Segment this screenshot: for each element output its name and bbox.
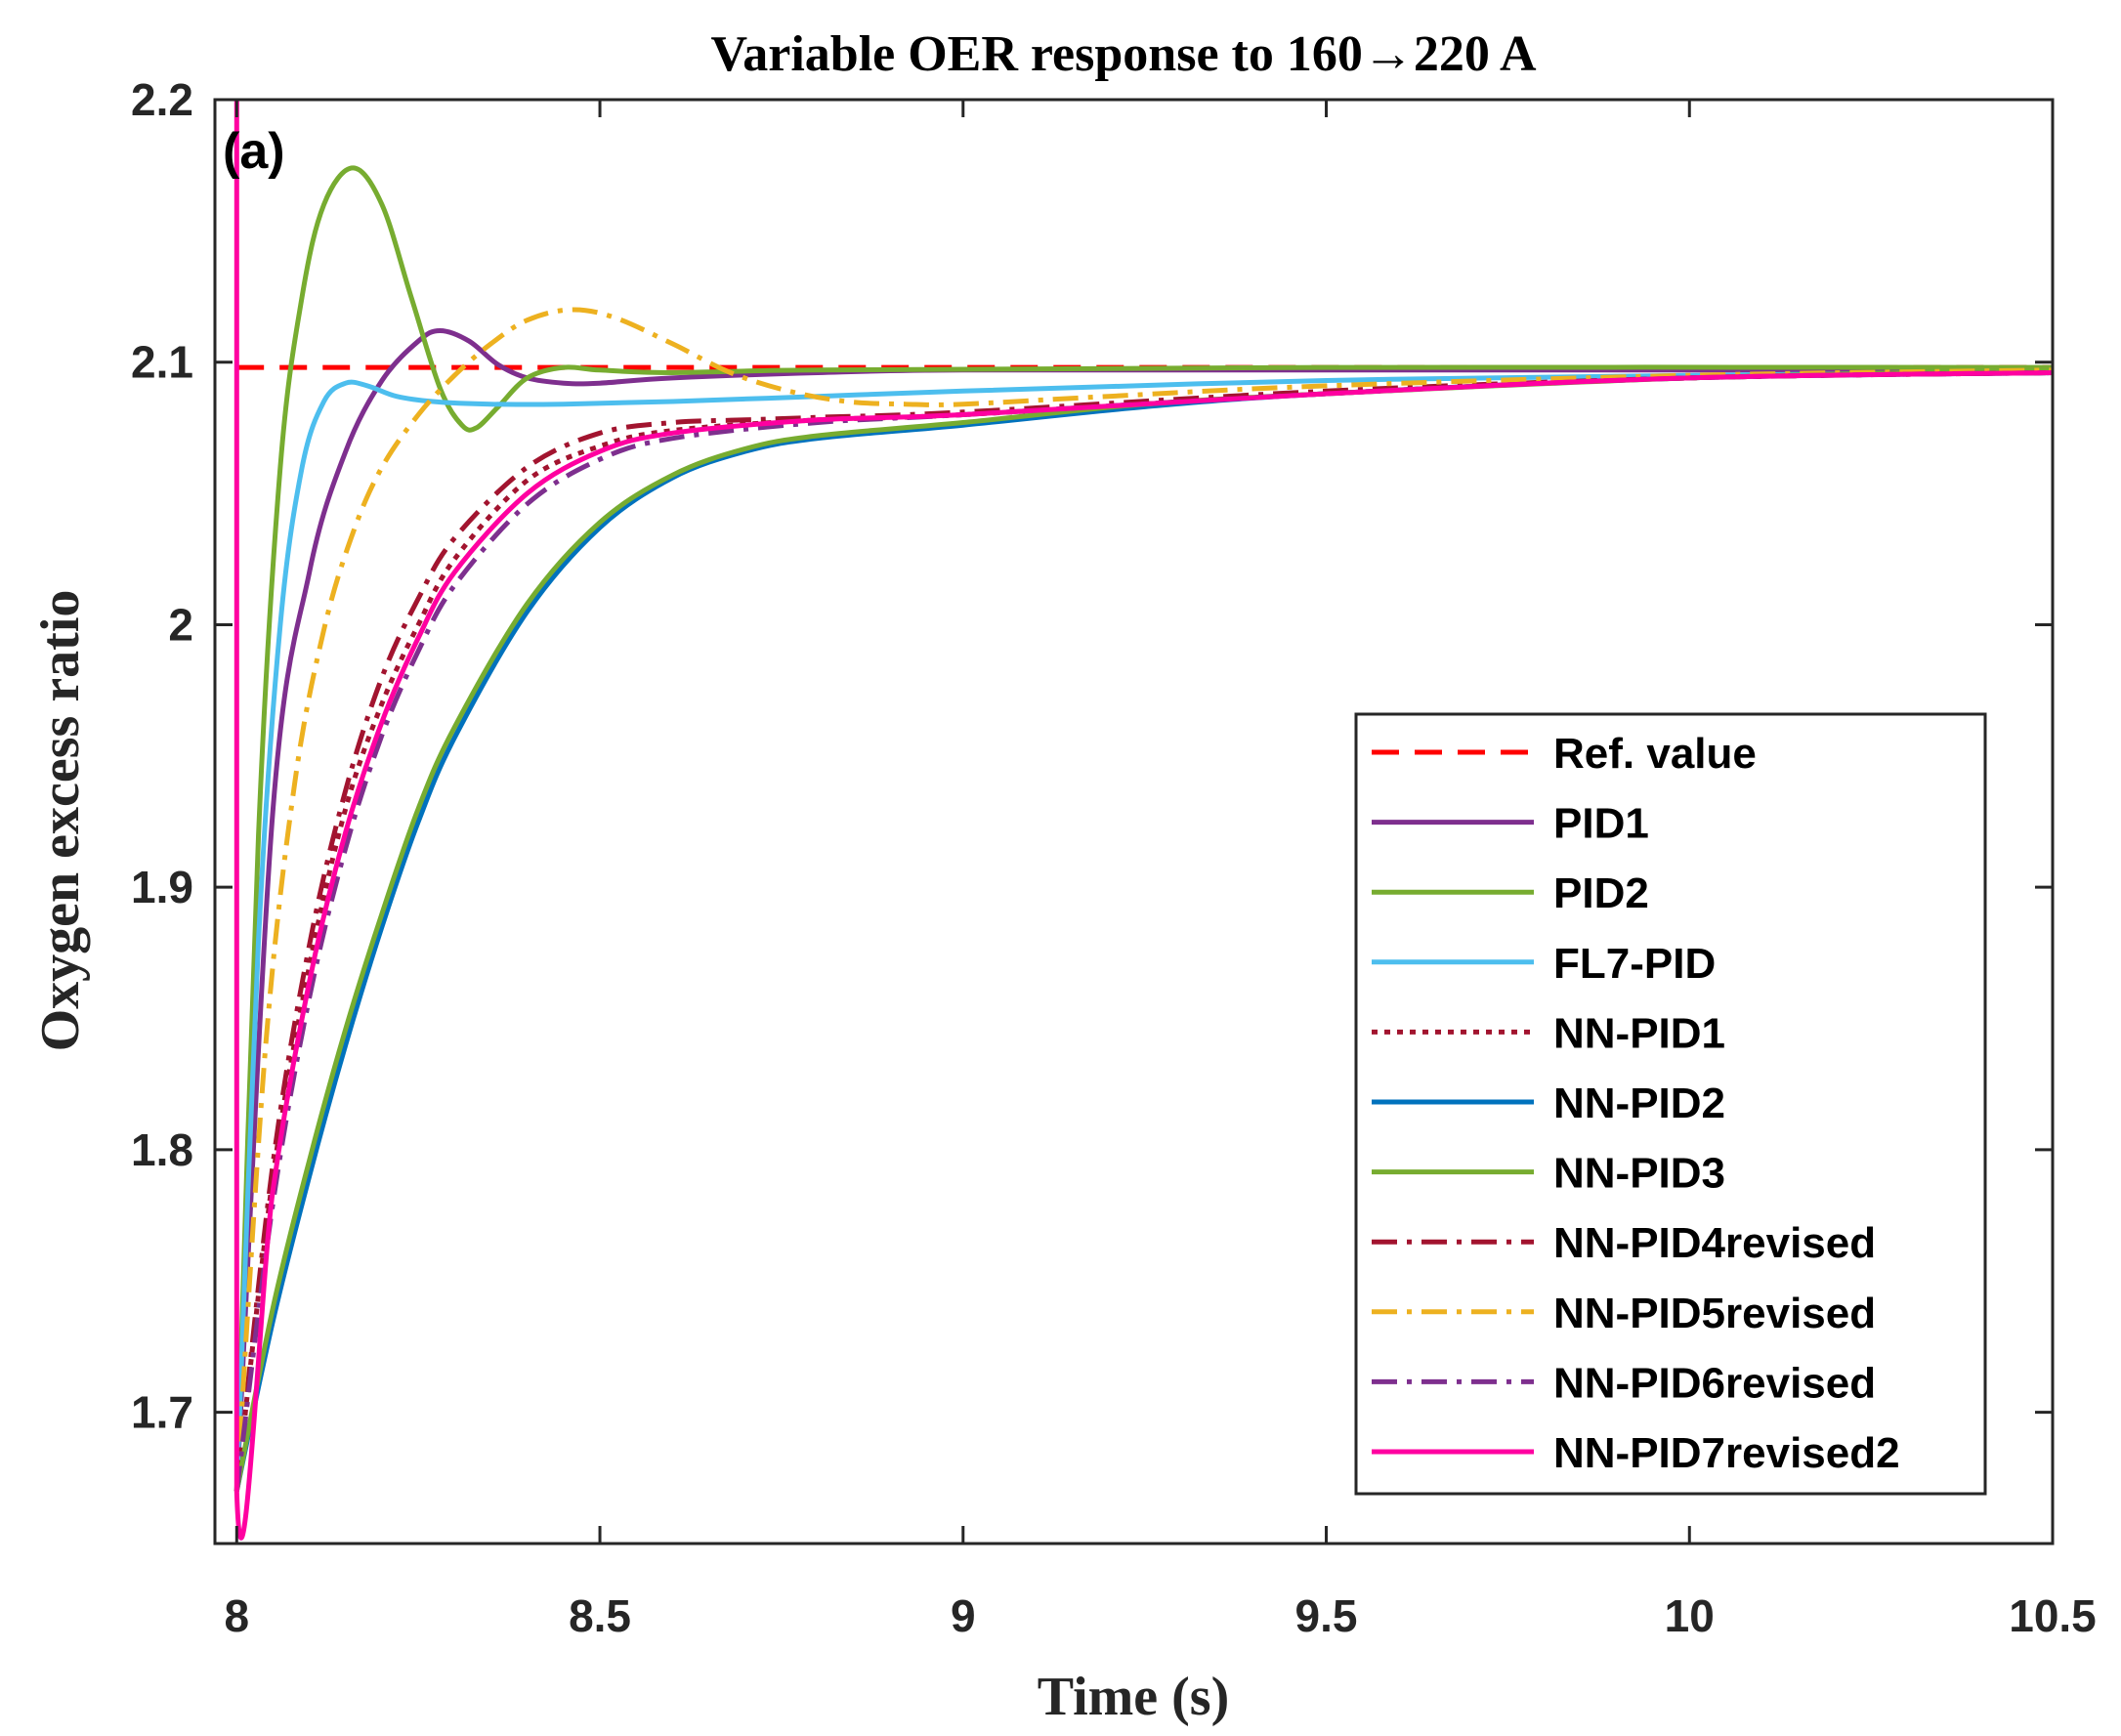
series-line-nn-pid5revised [233,307,2054,1492]
legend-item-nn-pid5revised: NN-PID5revised [1372,1290,1876,1337]
legend-item-nn-pid3: NN-PID3 [1372,1150,1725,1198]
legend-label: NN-PID3 [1553,1150,1725,1198]
legend-item-nn-pid7revised2: NN-PID7revised2 [1372,1429,1900,1477]
legend-item-nn-pid6revised: NN-PID6revised [1372,1359,1876,1407]
legend-label: Ref. value [1553,730,1757,778]
x-tick-label: 8.5 [569,1590,631,1641]
series-line-nn-pid6revised [233,370,2054,1492]
legend-label: NN-PID7revised2 [1553,1429,1900,1477]
x-axis-label: Time (s) [1038,1667,1230,1727]
legend-label: NN-PID2 [1553,1080,1725,1127]
panel-label: (a) [223,123,285,180]
y-tick-label: 1.9 [131,862,193,912]
legend-item-pid2: PID2 [1372,869,1649,917]
series-line-pid1 [233,328,2053,1492]
axes-frame [213,98,2055,1545]
y-tick-label: 2 [168,599,193,650]
series-line-nn-pid7revised2 [233,100,2054,1541]
y-axis-label: Oxygen excess ratio [30,590,91,1052]
y-tick-label: 1.8 [131,1124,193,1175]
series-line-pid2 [233,165,2054,1492]
legend-item-fl7-pid: FL7-PID [1372,940,1716,988]
legend-label: NN-PID5revised [1553,1290,1876,1337]
legend: Ref. value PID1 PID2 FL7-PID NN-PID1 NN-PID2 N… [1354,712,1987,1496]
y-tick-label: 1.7 [131,1387,193,1438]
legend-label: PID1 [1553,800,1649,848]
legend-label: FL7-PID [1553,940,1716,988]
legend-entries: Ref. value PID1 PID2 FL7-PID NN-PID1 NN-PID2 N… [1372,730,1900,1477]
x-tick-label: 9 [951,1590,976,1641]
legend-item-nn-pid1: NN-PID1 [1372,1009,1725,1057]
legend-item-nn-pid2: NN-PID2 [1372,1080,1725,1127]
legend-item-ref-value: Ref. value [1372,730,1757,778]
legend-label: NN-PID6revised [1553,1359,1876,1407]
series-layer [233,100,2054,1541]
x-tick-label: 10 [1665,1590,1715,1641]
x-tick-label: 8 [225,1590,250,1641]
legend-item-nn-pid4revised: NN-PID4revised [1372,1219,1876,1267]
x-tick-label: 10.5 [2009,1590,2097,1641]
chart-title: Variable OER response to 160→220 A [710,26,1536,82]
ticks-layer: 8 8.5 9 9.5 10 10.5 1.7 1.8 1.9 2 2.1 2.2 [131,74,2097,1641]
y-tick-label: 2.1 [131,337,193,388]
legend-item-pid1: PID1 [1372,800,1649,848]
x-tick-label: 9.5 [1295,1590,1358,1641]
legend-label: NN-PID4revised [1553,1219,1876,1267]
legend-label: PID2 [1553,869,1649,917]
legend-label: NN-PID1 [1553,1009,1725,1057]
series-line-fl7-pid [233,370,2054,1492]
y-tick-label: 2.2 [131,74,193,125]
